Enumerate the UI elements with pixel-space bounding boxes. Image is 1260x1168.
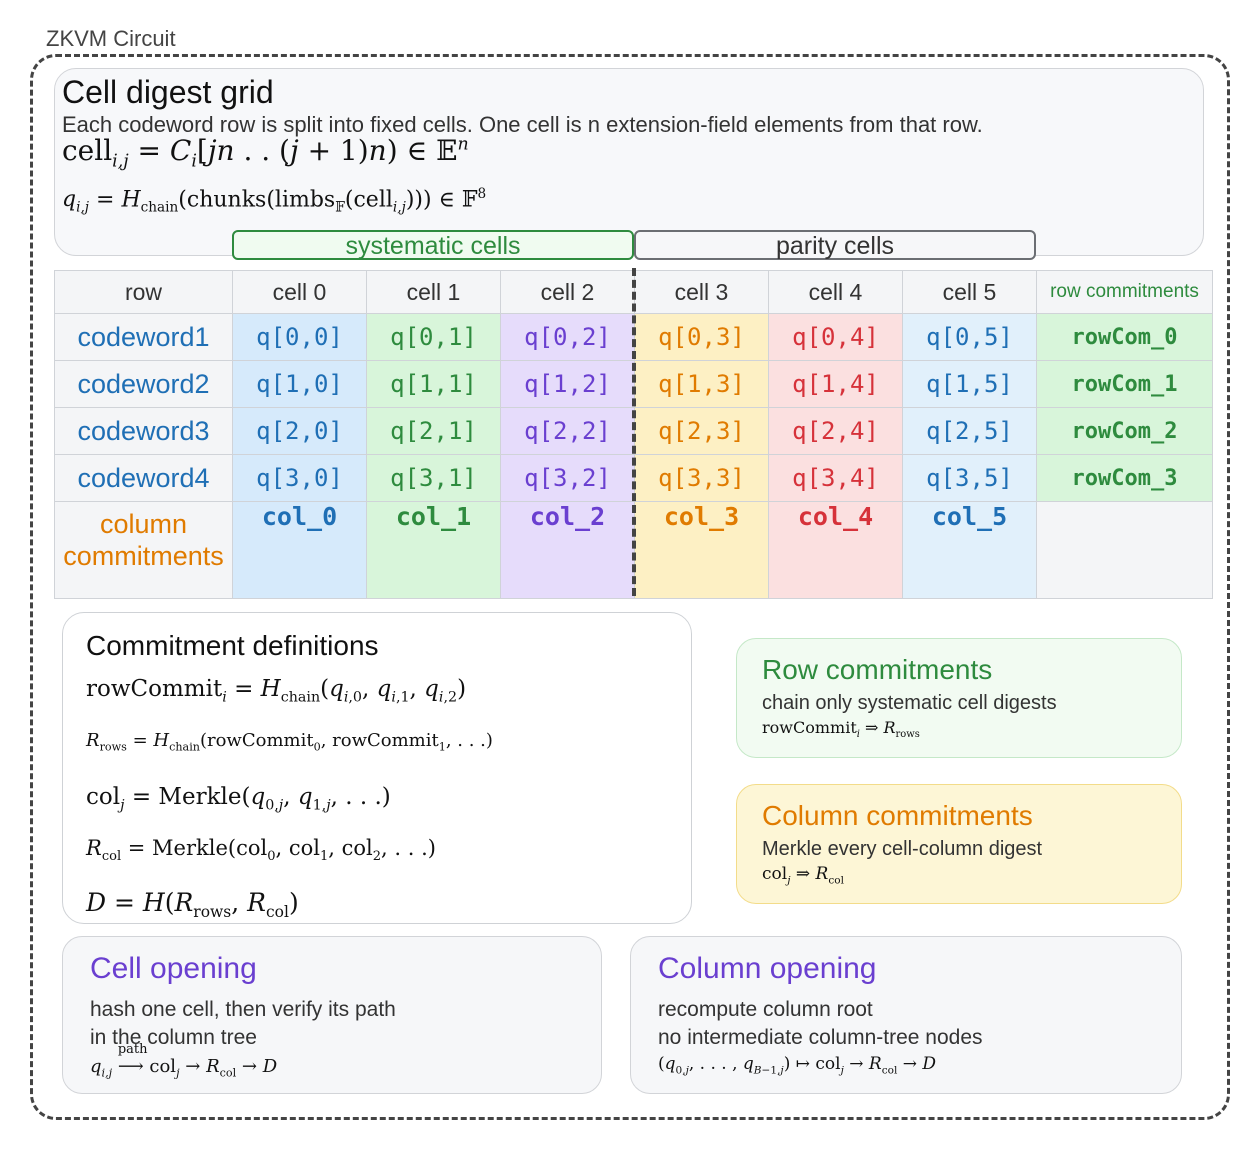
path-label: path	[117, 1042, 148, 1057]
column-commitment: col_0	[232, 501, 367, 599]
cell-digest: q[3,1]	[366, 454, 501, 502]
header-cell-4: cell 4	[768, 270, 903, 314]
header-cell-2: cell 2	[500, 270, 635, 314]
grid-row: codeword2 q[1,0] q[1,1] q[1,2] q[1,3] q[…	[54, 360, 1213, 408]
column-commitments-row: column commitments col_0 col_1 col_2 col…	[54, 501, 1213, 599]
column-commitments-label: column commitments	[54, 501, 233, 599]
cell-digest: q[0,5]	[902, 313, 1037, 361]
grid-row: codeword4 q[3,0] q[3,1] q[3,2] q[3,3] q[…	[54, 454, 1213, 502]
row-commitments-title: Row commitments	[762, 654, 993, 685]
cell-opening-line2: in the column tree	[90, 1026, 257, 1049]
grid-row: codeword1 q[0,0] q[0,1] q[0,2] q[0,3] q[…	[54, 313, 1213, 361]
column-commitment: col_2	[500, 501, 635, 599]
row-commitment: rowCom_3	[1036, 454, 1213, 502]
column-opening-card	[630, 936, 1182, 1094]
cell-digest: q[0,2]	[500, 313, 635, 361]
cell-digest: q[2,3]	[634, 407, 769, 455]
def-r-col: Rcol = Merkle(col0, col1, col2, . . .)	[86, 836, 436, 865]
column-commitments-card	[736, 784, 1182, 904]
cell-digest: q[3,4]	[768, 454, 903, 502]
frame-label: ZKVM Circuit	[44, 26, 178, 52]
cell-digest: q[3,3]	[634, 454, 769, 502]
row-label: codeword4	[54, 454, 233, 502]
column-opening-line2: no intermediate column-tree nodes	[658, 1026, 983, 1049]
column-opening-line1: recompute column root	[658, 998, 873, 1021]
column-opening-formula: (q0,j, . . . , qB−1,j) ↦ colj → Rcol → D	[658, 1054, 937, 1077]
def-row-commit: rowCommiti = Hchain(qi,0, qi,1, qi,2)	[86, 676, 467, 706]
def-col: colj = Merkle(q0,j, q1,j, . . .)	[86, 784, 391, 814]
row-commitments-formula: rowCommiti ⇒ Rrows	[762, 718, 920, 741]
zkvm-frame	[30, 54, 1230, 1120]
cell-digest: q[1,4]	[768, 360, 903, 408]
row-label: codeword1	[54, 313, 233, 361]
column-commitments-title: Column commitments	[762, 800, 1033, 831]
definitions-title: Commitment definitions	[86, 630, 379, 661]
cell-opening-line1: hash one cell, then verify its path	[90, 998, 396, 1021]
header-title: Cell digest grid	[62, 74, 274, 110]
row-commitment: rowCom_1	[1036, 360, 1213, 408]
row-commitment: rowCom_2	[1036, 407, 1213, 455]
column-commitment: col_1	[366, 501, 501, 599]
header-cell-0: cell 0	[232, 270, 367, 314]
cell-digest: q[2,5]	[902, 407, 1037, 455]
cell-digest: q[2,1]	[366, 407, 501, 455]
header-cell-1: cell 1	[366, 270, 501, 314]
cell-opening-card	[62, 936, 602, 1094]
cell-digest: q[1,5]	[902, 360, 1037, 408]
column-commitments-formula: colj ⇒ Rcol	[762, 864, 844, 887]
cell-digest: q[2,4]	[768, 407, 903, 455]
cell-digest: q[1,3]	[634, 360, 769, 408]
cell-digest: q[0,3]	[634, 313, 769, 361]
empty-cell	[1036, 501, 1213, 599]
row-commitments-subtitle: chain only systematic cell digests	[762, 692, 1057, 714]
definitions-box	[62, 612, 692, 924]
row-label: codeword2	[54, 360, 233, 408]
header-row-commitments: row commitments	[1036, 270, 1213, 314]
cell-opening-title: Cell opening	[90, 952, 257, 985]
parity-cells-label: parity cells	[634, 230, 1036, 260]
cell-digest: q[0,4]	[768, 313, 903, 361]
column-commitment: col_3	[634, 501, 769, 599]
systematic-cells-label: systematic cells	[232, 230, 634, 260]
column-commitments-subtitle: Merkle every cell-column digest	[762, 838, 1043, 860]
header-cell-3: cell 3	[634, 270, 769, 314]
row-commitments-card	[736, 638, 1182, 758]
cell-digest: q[2,0]	[232, 407, 367, 455]
cell-digest: q[1,2]	[500, 360, 635, 408]
cell-digest: q[0,0]	[232, 313, 367, 361]
column-opening-title: Column opening	[658, 952, 877, 985]
cell-digest: q[3,0]	[232, 454, 367, 502]
cell-digest: q[1,0]	[232, 360, 367, 408]
row-commitment: rowCom_0	[1036, 313, 1213, 361]
cell-digest: q[1,1]	[366, 360, 501, 408]
cell-digest: q[0,1]	[366, 313, 501, 361]
cell-digest: q[3,2]	[500, 454, 635, 502]
def-d: D = H(Rrows, Rcol)	[86, 888, 299, 921]
cell-grid: row cell 0 cell 1 cell 2 cell 3 cell 4 c…	[54, 270, 1213, 599]
def-r-rows: Rrows = Hchain(rowCommit0, rowCommit1, .…	[86, 730, 493, 754]
column-commitment: col_5	[902, 501, 1037, 599]
cell-digest: q[2,2]	[500, 407, 635, 455]
header-cell-5: cell 5	[902, 270, 1037, 314]
header-row: row	[54, 270, 233, 314]
cell-opening-formula: qi,j path ⟶ colj → Rcol → D	[90, 1042, 278, 1080]
cell-digest: q[3,5]	[902, 454, 1037, 502]
row-label: codeword3	[54, 407, 233, 455]
header-description: Each codeword row is split into fixed ce…	[62, 112, 983, 137]
systematic-parity-divider	[632, 268, 636, 596]
column-commitment: col_4	[768, 501, 903, 599]
formula-cell: celli,j = Ci[jn . . (j + 1)n) ∈ 𝔼n	[62, 134, 469, 172]
formula-q: qi,j = Hchain(chunks(limbs𝔽(celli,j))) ∈…	[62, 186, 487, 216]
